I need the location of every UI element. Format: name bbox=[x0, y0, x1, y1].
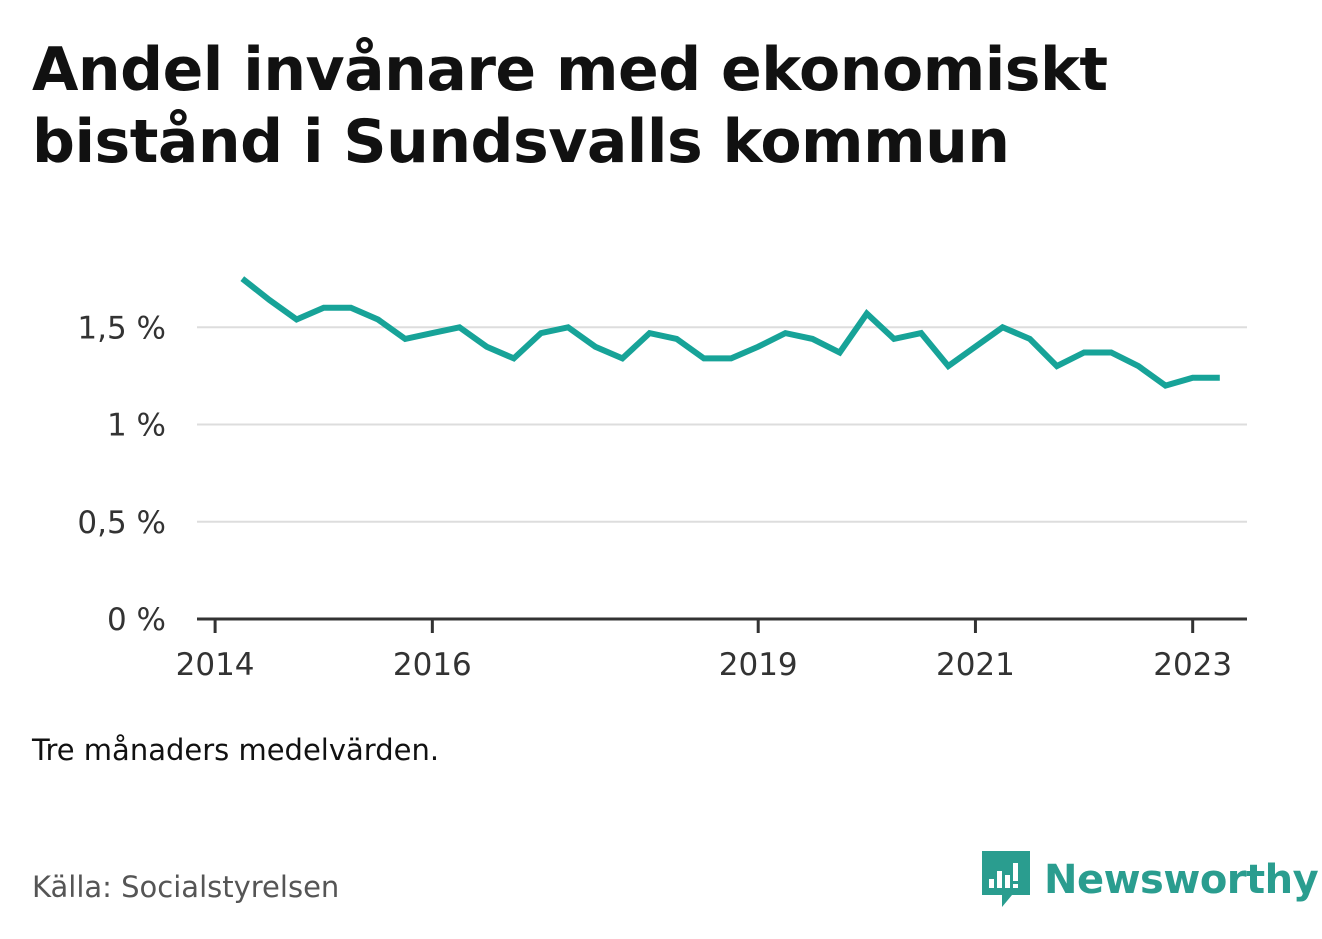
data-point bbox=[755, 344, 761, 350]
x-tick-label: 2014 bbox=[176, 647, 255, 683]
x-tick-label: 2023 bbox=[1153, 647, 1232, 683]
data-point bbox=[810, 336, 816, 342]
data-point bbox=[239, 276, 245, 282]
data-point bbox=[1135, 363, 1141, 369]
data-point bbox=[375, 316, 381, 322]
source-label: Källa: Socialstyrelsen bbox=[32, 870, 340, 904]
data-point bbox=[701, 355, 707, 361]
data-point bbox=[511, 355, 517, 361]
data-point bbox=[457, 324, 463, 330]
data-point bbox=[348, 305, 354, 311]
data-point bbox=[864, 311, 870, 317]
y-axis-ticks: 0 % 0,5 % 1 % 1,5 % bbox=[77, 310, 166, 638]
data-point bbox=[1054, 363, 1060, 369]
data-point bbox=[918, 330, 924, 336]
brand-name: Newsworthy bbox=[1044, 857, 1319, 903]
data-point bbox=[321, 305, 327, 311]
data-point bbox=[1027, 336, 1033, 342]
data-point bbox=[565, 324, 571, 330]
gridlines bbox=[197, 326, 1247, 523]
bar-chart-speech-bubble-icon bbox=[982, 851, 1030, 907]
data-point bbox=[1000, 324, 1006, 330]
data-point bbox=[647, 330, 653, 336]
data-point bbox=[402, 336, 408, 342]
data-point bbox=[972, 344, 978, 350]
data-point bbox=[538, 330, 544, 336]
data-point bbox=[1217, 375, 1223, 381]
data-point bbox=[945, 363, 951, 369]
y-tick-label: 0 % bbox=[107, 602, 166, 638]
data-point bbox=[1108, 350, 1114, 356]
data-point bbox=[484, 344, 490, 350]
data-point bbox=[1081, 350, 1087, 356]
x-tick-label: 2016 bbox=[393, 647, 472, 683]
y-tick-label: 1,5 % bbox=[77, 310, 166, 346]
data-point bbox=[294, 316, 300, 322]
data-point bbox=[266, 297, 272, 303]
data-point bbox=[837, 350, 843, 356]
data-point bbox=[674, 336, 680, 342]
data-point bbox=[1163, 383, 1169, 389]
data-point bbox=[429, 330, 435, 336]
data-point bbox=[728, 355, 734, 361]
x-tick-label: 2019 bbox=[719, 647, 798, 683]
y-tick-label: 0,5 % bbox=[77, 505, 166, 541]
series-line bbox=[240, 276, 1220, 389]
data-point bbox=[891, 336, 897, 342]
chart-title: Andel invånare med ekonomiskt bistånd i … bbox=[32, 35, 1108, 177]
series-lines bbox=[239, 276, 1223, 389]
x-axis: 2014 2016 2019 2021 2023 bbox=[176, 617, 1247, 683]
brand-logo: Newsworthy bbox=[980, 848, 1319, 912]
data-point bbox=[592, 344, 598, 350]
data-point bbox=[782, 330, 788, 336]
chart-note: Tre månaders medelvärden. bbox=[32, 733, 440, 767]
y-tick-label: 1 % bbox=[107, 408, 166, 444]
data-point bbox=[1190, 375, 1196, 381]
x-tick-label: 2021 bbox=[936, 647, 1015, 683]
data-point bbox=[619, 355, 625, 361]
